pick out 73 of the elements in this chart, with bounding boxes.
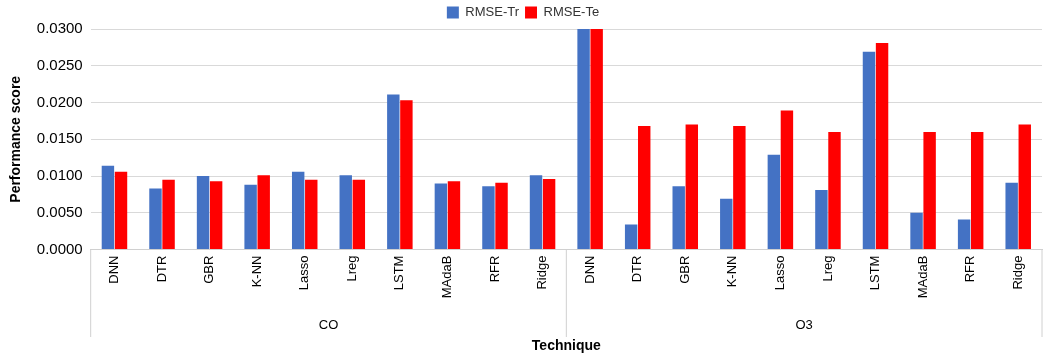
text: CO [318,316,339,332]
bar [590,29,603,250]
bar [780,110,794,250]
bar [495,182,508,250]
y-tick-label: 0.0100 [36,166,83,184]
bar [577,29,590,250]
x-tick-label: Lasso [771,255,787,291]
x-tick-label: DNN [106,255,122,284]
bar [291,171,305,250]
y-tick-label: 0.0250 [36,55,83,73]
x-tick-label: K-NN [248,255,264,288]
bar [196,176,210,250]
y-tick-label: 0.0000 [36,239,83,257]
bar [542,178,556,250]
bar [815,190,828,250]
bar [447,181,461,250]
x-tick-label: K-NN [724,255,740,288]
bar [685,124,699,250]
bar [910,212,923,250]
legend-label: RMSE-Te [543,4,600,20]
bar [970,131,984,250]
y-tick-label: 0.0050 [36,202,83,220]
bar [162,179,175,250]
x-tick-label: DNN [581,255,597,284]
x-tick-label: RFR [962,255,978,283]
bar [352,179,366,250]
bar [957,219,971,250]
bar [1018,124,1031,250]
bar [828,131,841,250]
bar [434,183,448,250]
x-tick-label: GBR [201,255,217,284]
x-tick-label: MAdaB [439,255,454,299]
text: O3 [795,316,813,332]
x-tick-label: Lreg [343,255,359,282]
bar [387,94,400,250]
y-tick-label: 0.0200 [36,92,83,110]
bar [400,100,413,250]
bar [638,126,651,250]
bar [101,165,115,250]
bar [305,179,318,250]
x-tick-label: RFR [486,255,502,283]
bar [875,42,889,250]
bar [209,181,223,250]
y-tick-label: 0.0150 [36,129,83,147]
bar [149,188,162,250]
x-axis-title: Technique [531,337,602,354]
y-axis-title: Performance score [7,75,24,203]
bar [529,175,543,250]
bar [482,186,495,250]
bar [624,224,638,250]
x-tick-label: LSTM [391,255,407,291]
y-tick-label: 0.0300 [36,19,83,37]
bar [720,198,733,250]
bar [923,131,936,250]
bar [244,184,257,250]
x-tick-label: Ridge [1009,255,1025,290]
bar [733,126,746,250]
x-tick-label: DTR [629,255,645,283]
x-tick-label: DTR [153,255,169,283]
x-tick-label: GBR [676,255,692,284]
bar [1005,182,1018,250]
x-tick-label: Lasso [296,255,312,291]
x-tick-label: Lreg [819,255,835,282]
bar [339,175,352,250]
bar [862,51,876,250]
x-tick-label: MAdaB [914,255,930,299]
bar [257,175,270,250]
x-tick-label: LSTM [867,255,883,291]
bar [114,171,128,250]
x-tick-label: Ridge [534,255,550,290]
legend-label: RMSE-Tr [465,4,520,20]
bar [672,186,685,250]
bar [767,154,781,250]
